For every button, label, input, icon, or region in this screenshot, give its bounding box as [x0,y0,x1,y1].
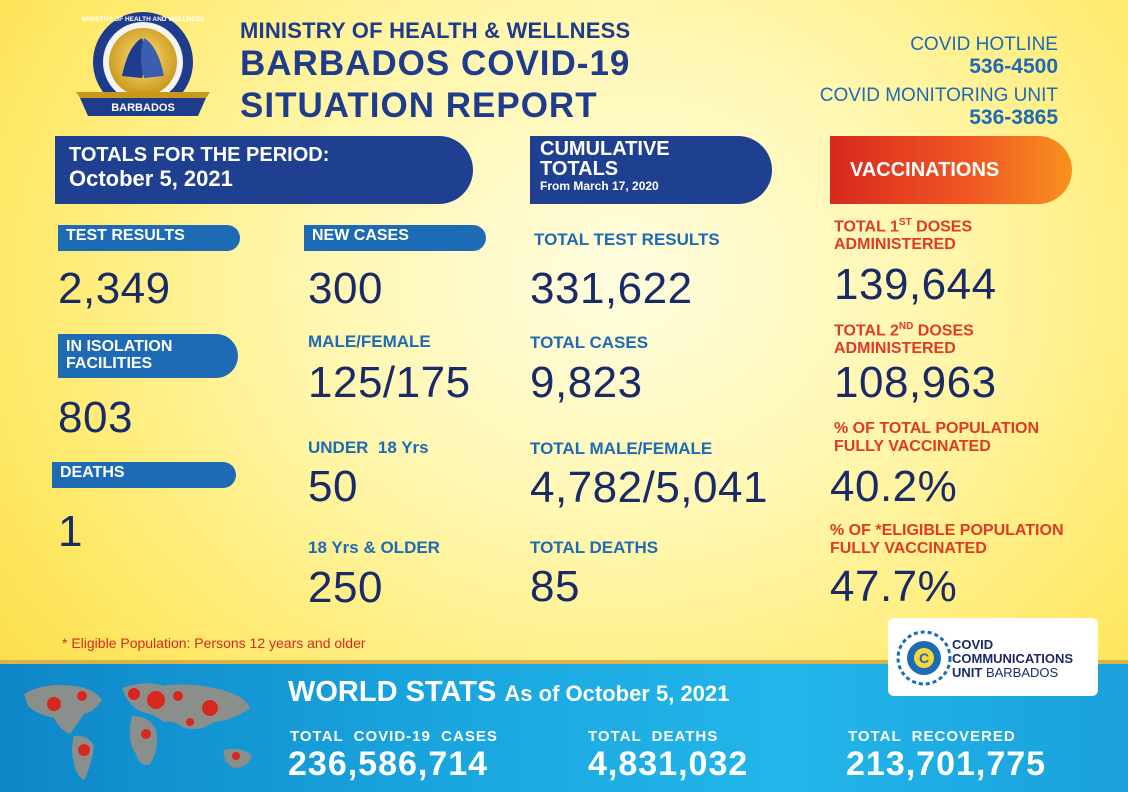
new-cases-value: 300 [308,264,383,313]
svg-text:BARBADOS: BARBADOS [111,102,175,114]
report-title-line2: SITUATION REPORT [240,86,598,125]
ccu-logo: C [888,618,1098,696]
eligible-vaccinated-value: 47.7% [830,562,958,611]
total-male-female-value: 4,782/5,041 [530,463,768,512]
world-map-virus-icon [24,683,252,780]
period-banner: TOTALS FOR THE PERIOD: October 5, 2021 [55,136,473,204]
monitoring-unit-number[interactable]: 536-3865 [969,106,1058,129]
cumulative-banner: CUMULATIVE TOTALS From March 17, 2020 [530,136,772,204]
ccu-logo-text: COVID COMMUNICATIONS UNIT BARBADOS [952,637,1074,680]
world-stats-heading: WORLD STATS As of October 5, 2021 [288,676,729,709]
world-recovered-value: 213,701,775 [846,745,1047,783]
total-cases-label: TOTAL CASES [530,333,649,352]
eligible-vaccinated-label: % OF *ELIGIBLE POPULATION FULLY VACCINATE… [830,522,1064,557]
test-results-value: 2,349 [58,264,171,313]
world-cases-value: 236,586,714 [288,745,489,783]
total-male-female-label: TOTAL MALE/FEMALE [530,439,713,458]
population-vaccinated-value: 40.2% [830,462,958,511]
world-stats-title: WORLD STATS [288,676,497,708]
second-doses-value: 108,963 [834,358,997,407]
cumulative-since: From March 17, 2020 [540,179,659,193]
under18-value: 50 [308,462,358,511]
world-cases-label: TOTAL COVID-19 CASES [290,728,498,745]
period-heading: TOTALS FOR THE PERIOD: [69,144,330,166]
new-cases-label: NEW CASES [304,225,486,251]
ministry-name: MINISTRY OF HEALTH & WELLNESS [240,18,631,43]
total-deaths-value: 85 [530,562,580,611]
period-date: October 5, 2021 [69,166,233,191]
test-results-label: TEST RESULTS [58,225,240,251]
over18-value: 250 [308,563,383,612]
world-deaths-label: TOTAL DEATHS [588,728,719,745]
under18-label: UNDER 18 Yrs [308,438,429,457]
second-doses-label: TOTAL 2ND DOSES ADMINISTERED [834,321,974,358]
male-female-label: MALE/FEMALE [308,332,431,351]
deaths-value: 1 [58,507,83,556]
deaths-label: DEATHS [52,462,236,488]
isolation-value: 803 [58,393,133,442]
world-stats-date: As of October 5, 2021 [504,681,730,706]
first-doses-value: 139,644 [834,260,997,309]
cumulative-heading: CUMULATIVE TOTALS [540,138,670,180]
hotline-label: COVID HOTLINE [910,34,1058,55]
total-cases-value: 9,823 [530,358,643,407]
total-deaths-label: TOTAL DEATHS [530,538,659,557]
report-title-line1: BARBADOS COVID-19 [240,44,631,83]
population-vaccinated-label: % OF TOTAL POPULATION FULLY VACCINATED [834,420,1040,455]
hotline-number[interactable]: 536-4500 [969,55,1058,78]
male-female-value: 125/175 [308,358,471,407]
total-tests-label: TOTAL TEST RESULTS [534,230,720,249]
ministry-seal-logo: BARBADOS MINISTRY OF HEALTH AND WELLNESS [76,12,210,116]
svg-text:C: C [919,650,929,666]
eligibility-footnote: * Eligible Population: Persons 12 years … [62,635,366,651]
svg-text:MINISTRY OF HEALTH AND WELLNES: MINISTRY OF HEALTH AND WELLNESS [82,16,205,23]
over18-label: 18 Yrs & OLDER [308,538,440,557]
total-tests-value: 331,622 [530,264,693,313]
monitoring-unit-label: COVID MONITORING UNIT [819,85,1058,106]
first-doses-label: TOTAL 1ST DOSES ADMINISTERED [834,217,973,254]
vaccinations-banner: VACCINATIONS [830,136,1072,204]
isolation-label: IN ISOLATION FACILITIES [58,334,238,378]
world-recovered-label: TOTAL RECOVERED [848,728,1016,745]
world-deaths-value: 4,831,032 [588,745,749,783]
